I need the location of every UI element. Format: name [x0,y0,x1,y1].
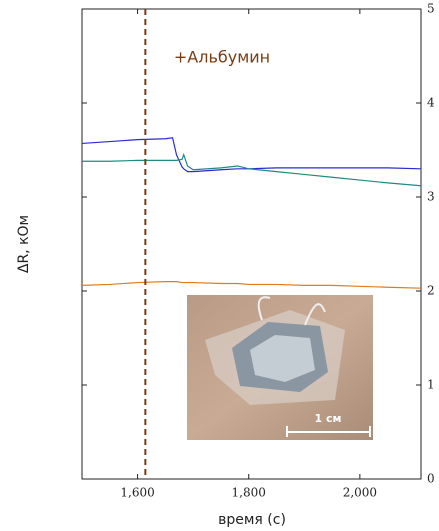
plot-frame [81,8,422,480]
y-tick-label: 3 [427,190,435,204]
y-tick-label: 5 [427,2,435,16]
series-line [82,152,422,187]
inset-photo: 1 см [187,295,373,440]
annotation: +Альбумин [174,48,270,67]
y-tick-label: 4 [427,96,435,110]
series-line [81,137,422,173]
series-line [81,281,422,289]
x-tick-label: 1,600 [120,486,154,500]
x-tick-label: 2,000 [343,486,377,500]
y-tick-label: 0 [427,472,435,486]
y-axis-label: ΔR, кОм [16,215,32,273]
y-tick-label: 2 [427,284,435,298]
y-tick-label: 1 [427,378,435,392]
x-axis-label: время (с) [218,512,286,528]
scale-label: 1 см [315,412,342,425]
x-tick-label: 1,800 [232,486,266,500]
